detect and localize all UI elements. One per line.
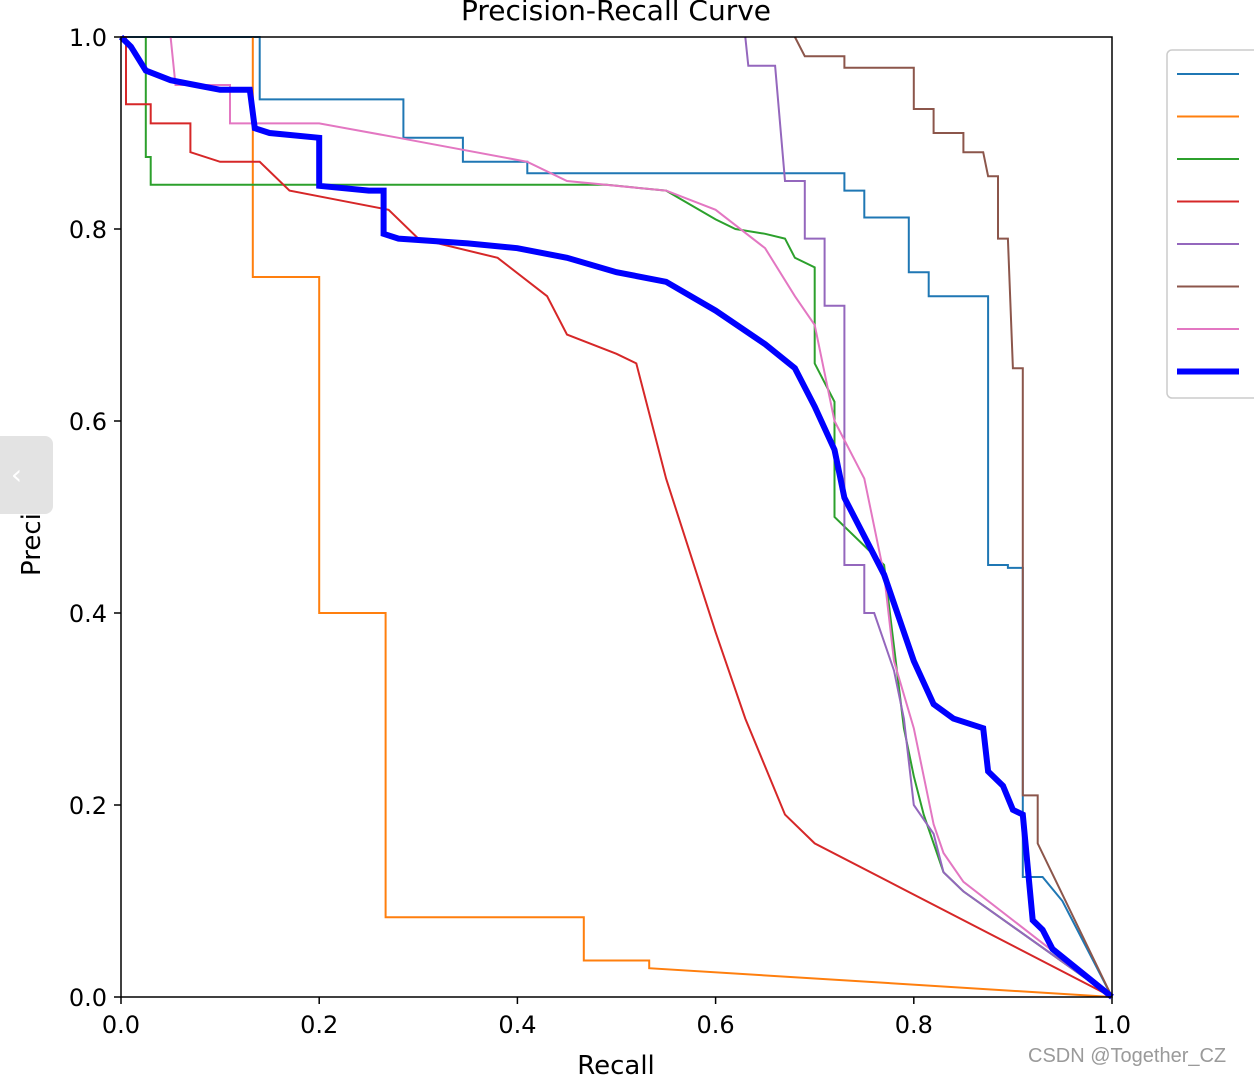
chevron-left-icon: ‹ (10, 458, 23, 491)
y-axis-ticks: 0.0 0.2 0.4 0.6 0.8 1.0 (69, 24, 121, 1012)
x-tick-label: 0.8 (895, 1011, 933, 1039)
series-line-2 (251, 37, 1113, 998)
y-tick-label: 0.4 (69, 600, 107, 628)
series-layer (118, 34, 1114, 1000)
x-tick-label: 0.2 (300, 1011, 338, 1039)
x-tick-label: 0.0 (102, 1011, 140, 1039)
series-line-6 (794, 36, 1113, 998)
legend (1166, 49, 1254, 399)
y-tick-label: 0.6 (69, 408, 107, 436)
x-tick-label: 0.6 (697, 1011, 735, 1039)
series-line-7 (169, 36, 1113, 998)
y-tick-label: 0.8 (69, 216, 107, 244)
watermark: CSDN @Together_CZ (1028, 1045, 1226, 1067)
plot-frame (120, 36, 1113, 998)
chart-title: Precision-Recall Curve (461, 0, 771, 27)
collapse-panel-tab[interactable]: ‹ (0, 436, 53, 514)
series-line-8 (118, 34, 1114, 1000)
x-tick-label: 0.4 (498, 1011, 536, 1039)
x-tick-label: 1.0 (1093, 1011, 1131, 1039)
y-tick-label: 0.0 (69, 984, 107, 1012)
x-axis-ticks: 0.0 0.2 0.4 0.6 0.8 1.0 (102, 997, 1131, 1039)
series-line-5 (744, 36, 1113, 998)
y-tick-label: 1.0 (69, 24, 107, 52)
x-axis-label: Recall (577, 1051, 655, 1078)
series-line-3 (144, 37, 1113, 998)
legend-box (1166, 49, 1254, 399)
series-line-1 (121, 36, 1113, 998)
y-tick-label: 0.2 (69, 792, 107, 820)
series-line-4 (121, 36, 1113, 998)
